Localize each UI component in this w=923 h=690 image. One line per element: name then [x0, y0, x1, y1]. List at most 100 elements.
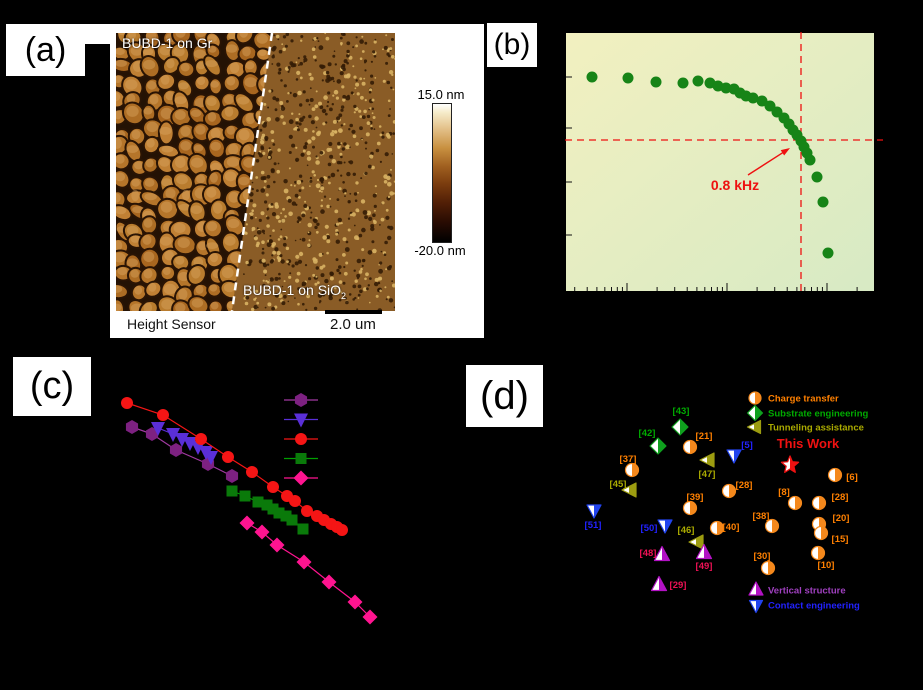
- svg-text:Tunneling assistance: Tunneling assistance: [768, 423, 864, 434]
- data-point: [47]: [699, 452, 716, 480]
- panel-c-plot: [121, 393, 378, 625]
- data-point: [10]: [810, 545, 835, 571]
- response-data-points: [586, 71, 834, 259]
- svg-text:This Work: This Work: [777, 436, 840, 451]
- marker-diamond: [671, 418, 689, 436]
- reference-label: [43]: [673, 406, 690, 417]
- colorbar-min-label: -20.0 nm: [414, 243, 466, 258]
- reference-label: [21]: [696, 431, 713, 442]
- svg-text:Contact engineering: Contact engineering: [768, 601, 860, 612]
- panel-a-background: BUBD-1 on Gr BUBD-1 on SiO2 15.0 nm -20.…: [110, 24, 484, 338]
- legend-bottom: Vertical structure Contact engineering: [748, 581, 860, 614]
- marker-circle: [709, 520, 725, 536]
- marker-triangle-left: [621, 482, 637, 498]
- reference-label: [6]: [846, 472, 858, 483]
- reference-label: [37]: [620, 454, 637, 465]
- sio2-subscript: 2: [341, 290, 347, 301]
- reference-label: [45]: [610, 479, 627, 490]
- height-sensor-label: Height Sensor: [127, 316, 216, 332]
- marker-circle: [624, 462, 640, 478]
- marker-diamond: [649, 437, 667, 455]
- series-hexagon: [125, 420, 239, 483]
- reference-label: [30]: [754, 551, 771, 562]
- data-point: [6]: [827, 467, 858, 483]
- marker-circle: [827, 467, 843, 483]
- this-work-point: This Work: [777, 436, 840, 473]
- panel-a-connector: [80, 24, 114, 44]
- panel-d-plot: [43] [42] [21] [5] [37] [47] [45] [28] [8] [28] [6…: [585, 391, 868, 614]
- data-point: [50]: [641, 519, 673, 534]
- marker-circle: [682, 500, 698, 516]
- reference-label: [46]: [678, 525, 695, 536]
- series-circle: [121, 397, 348, 536]
- marker-triangle-left: [688, 534, 704, 550]
- data-point: [37]: [620, 454, 640, 478]
- data-point: [28]: [721, 480, 753, 499]
- panel-c-label: (c): [29, 365, 75, 407]
- data-point: [5]: [726, 440, 753, 464]
- reference-label: [5]: [741, 440, 753, 451]
- data-point: [28]: [811, 492, 849, 511]
- series-triangle-down: [151, 422, 218, 465]
- reference-label: [49]: [696, 561, 713, 572]
- data-point: [39]: [682, 492, 704, 516]
- panel-a-label: (a): [24, 30, 67, 69]
- marker-triangle-down: [748, 599, 764, 614]
- afm-topography-canvas: [116, 33, 395, 311]
- reference-label: [29]: [670, 580, 687, 591]
- marker-circle: [813, 525, 829, 541]
- panel-b-plot: 0.8 kHz: [565, 32, 883, 296]
- marker-triangle-down: [726, 449, 742, 464]
- data-point: [43]: [671, 406, 690, 436]
- reference-label: [40]: [723, 522, 740, 533]
- reference-label: [28]: [832, 492, 849, 503]
- reference-label: [20]: [833, 513, 850, 524]
- marker-triangle-up: [653, 545, 671, 562]
- series-square: [226, 485, 309, 535]
- panel-c-label-box: (c): [13, 357, 91, 416]
- marker-triangle-up: [748, 581, 764, 596]
- reference-label: [28]: [736, 480, 753, 491]
- data-point: [8]: [778, 487, 803, 511]
- data-point: [21]: [682, 431, 713, 455]
- reference-label: [51]: [585, 520, 602, 531]
- afm-region-label-graphene: BUBD-1 on Gr: [122, 35, 213, 51]
- svg-text:Substrate engineering: Substrate engineering: [768, 409, 868, 420]
- marker-triangle-down: [586, 504, 602, 519]
- scale-bar: [325, 310, 382, 314]
- panel-b-label: (b): [493, 28, 531, 61]
- cutoff-annotation: 0.8 kHz: [711, 177, 759, 193]
- reference-label: [47]: [699, 469, 716, 480]
- data-point: [29]: [650, 575, 687, 592]
- marker-triangle-left: [746, 419, 762, 435]
- reference-label: [10]: [818, 560, 835, 571]
- marker-diamond: [746, 404, 764, 422]
- marker-star: [780, 455, 800, 473]
- marker-circle: [811, 495, 827, 511]
- data-point: [38]: [753, 511, 780, 534]
- reference-label: [39]: [687, 492, 704, 503]
- data-point: [46]: [678, 525, 704, 550]
- data-point: [40]: [709, 520, 740, 536]
- reference-label: [48]: [640, 548, 657, 559]
- marker-triangle-up: [650, 575, 668, 592]
- afm-region-label-sio2: BUBD-1 on SiO2: [243, 282, 347, 301]
- data-point: [42]: [639, 428, 667, 455]
- cutoff-crosshair: [565, 32, 883, 296]
- panel-b-label-box: (b): [487, 23, 537, 67]
- reference-label: [38]: [753, 511, 770, 522]
- series-diamond: [239, 515, 378, 625]
- marker-circle: [810, 545, 826, 561]
- legend-marker-samples: [284, 393, 318, 486]
- marker-triangle-up: [695, 543, 713, 560]
- data-point: [48]: [640, 545, 671, 562]
- panel-a-label-box: (a): [6, 24, 85, 76]
- marker-circle: [748, 391, 762, 405]
- axis-ticks: [566, 76, 858, 291]
- marker-triangle-left: [699, 452, 715, 468]
- legend-top: Charge transfer Substrate engineering Tunn…: [746, 391, 868, 435]
- marker-circle: [764, 518, 780, 534]
- afm-colorbar: [432, 103, 452, 243]
- reference-label: [42]: [639, 428, 656, 439]
